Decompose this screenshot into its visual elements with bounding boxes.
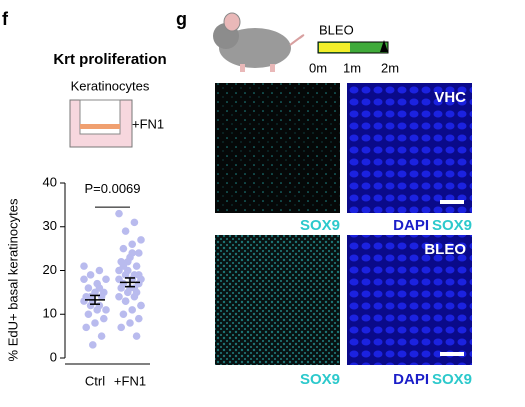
data-point [128,249,136,257]
data-point [119,244,128,253]
timeline-label: BLEO [319,22,354,37]
image-sox9 [215,83,340,213]
data-point [130,218,139,227]
timeline-bar [317,41,389,54]
image-label: BLEO [424,241,466,258]
data-point [93,306,101,314]
caption: SOX9 [432,371,472,388]
data-point [126,319,134,327]
data-point [130,284,139,292]
data-point [121,297,130,305]
timeline-tick: 1m [343,60,361,75]
data-point [130,292,139,301]
data-point [91,319,99,327]
data-point [97,332,106,340]
image-merge [347,83,472,213]
panel-label: g [176,9,187,29]
data-point [86,301,95,310]
data-point [135,249,143,257]
timeline-tick: 2m [381,60,399,75]
caption: SOX9 [300,371,340,388]
data-point [121,271,130,279]
data-point [100,314,108,323]
data-point [135,271,143,279]
x-tick-label: +FN1 [114,373,146,388]
y-tick-label: 20 [43,262,57,277]
y-tick-label: 40 [43,174,57,189]
data-point [137,301,145,310]
data-point [117,323,125,332]
panel-label: f [2,9,9,29]
y-tick-label: 10 [43,306,57,321]
scale-bar [440,200,464,204]
x-tick-label: Ctrl [85,373,105,388]
data-point [86,271,95,279]
treatment-label: +FN1 [132,116,164,131]
data-point [95,266,104,275]
data-point [124,288,132,297]
timeline-tick: 0m [309,60,327,75]
image-label: VHC [434,89,466,106]
data-point [84,310,93,319]
image-sox9 [215,235,340,365]
y-tick-label: 0 [50,349,57,364]
y-tick-label: 30 [43,218,57,233]
scale-bar [440,352,464,356]
data-point [82,323,90,332]
data-point [119,310,128,319]
timeline-arrow [380,40,388,52]
data-point [135,314,143,323]
data-point [132,262,141,270]
data-point [128,240,136,249]
data-point [84,284,93,292]
data-point [80,275,88,284]
data-point [80,297,88,305]
y-axis-label: % EdU+ basal keratinocytes [5,198,20,361]
data-point [89,341,97,349]
data-point [115,209,123,218]
well-icon [69,99,133,148]
data-point [117,284,125,292]
image-merge [347,235,472,365]
timeline-bar [319,43,350,52]
data-point [121,227,130,235]
mouse-icon [213,12,305,72]
data-point [102,306,110,314]
caption: DAPI [393,217,429,234]
data-point [115,275,123,284]
annotation: P=0.0069 [84,181,140,196]
data-point [137,236,145,244]
data-point [80,262,88,270]
assay-label: Keratinocytes [71,78,150,93]
data-point [119,262,128,270]
data-point [115,292,123,301]
caption: SOX9 [432,217,472,234]
chart-title: Krt proliferation [53,51,166,68]
data-point [102,275,110,284]
data-point [132,332,141,340]
data-point [95,284,104,292]
caption: DAPI [393,371,429,388]
caption: SOX9 [300,217,340,234]
data-point [128,306,136,314]
